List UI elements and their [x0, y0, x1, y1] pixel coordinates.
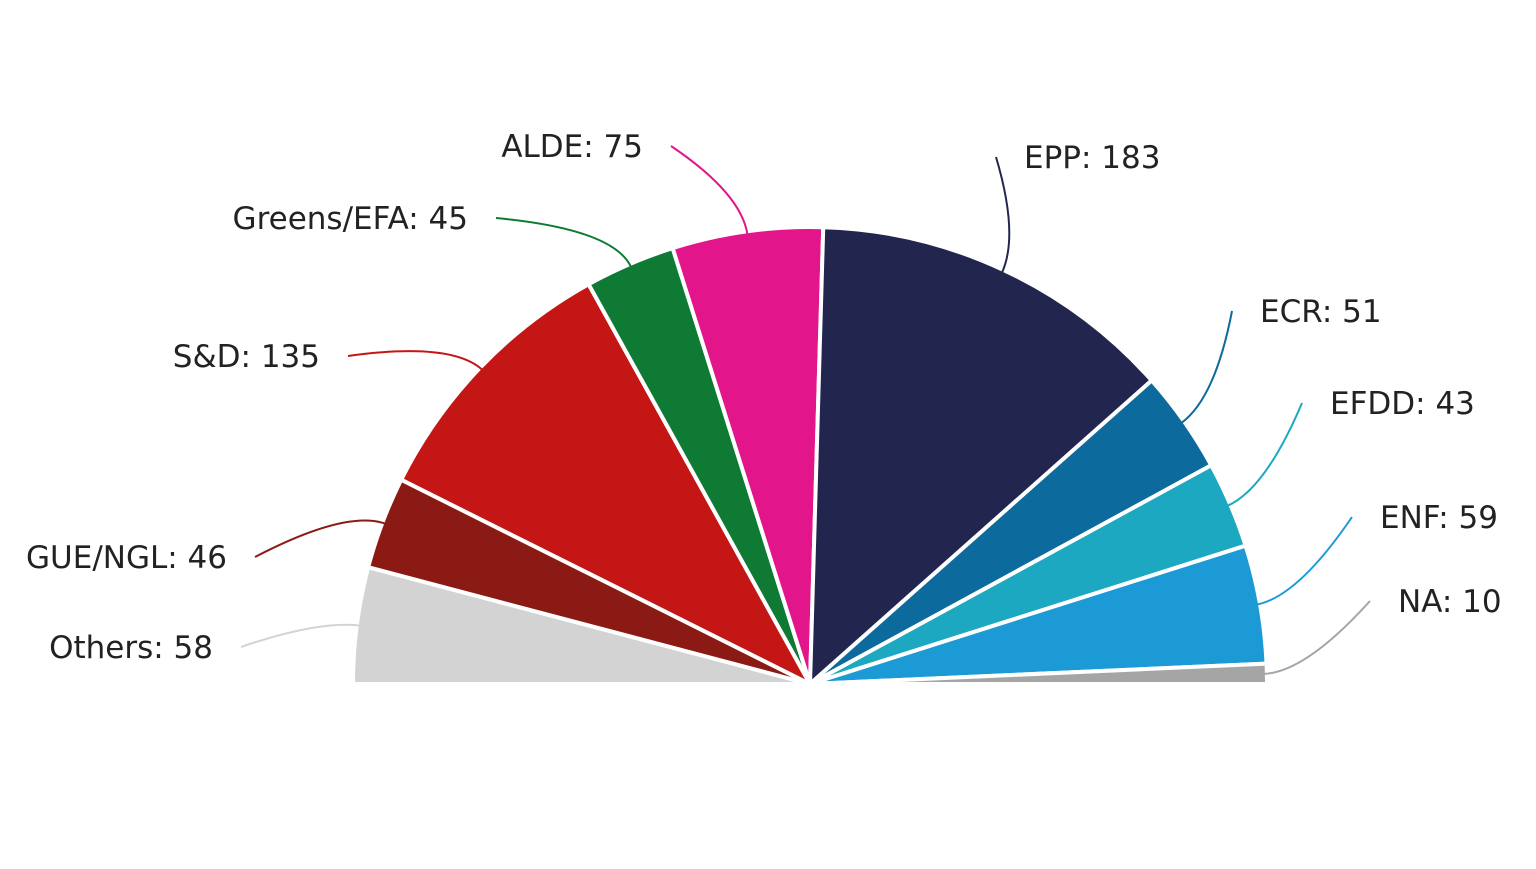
- data-label-efdd: EFDD: 43: [1330, 386, 1475, 422]
- slices-layer: [351, 225, 1270, 686]
- connector-epp: [995, 156, 1011, 274]
- connector-sandd: [347, 350, 484, 372]
- data-label-epp: EPP: 183: [1024, 140, 1160, 176]
- data-label-ecr: ECR: 51: [1260, 294, 1382, 330]
- connector-na: [1262, 600, 1371, 675]
- connector-greens-efa: [495, 217, 633, 269]
- connectors-layer: [240, 145, 1371, 675]
- data-label-others: Others: 58: [49, 630, 213, 666]
- connector-others: [240, 623, 361, 648]
- connector-efdd: [1226, 402, 1303, 508]
- connector-gue-ngl: [254, 519, 387, 558]
- data-label-alde: ALDE: 75: [501, 129, 643, 165]
- data-label-greens-efa: Greens/EFA: 45: [233, 201, 468, 237]
- data-label-enf: ENF: 59: [1380, 500, 1498, 536]
- data-label-gue-ngl: GUE/NGL: 46: [26, 540, 227, 576]
- data-label-na: NA: 10: [1398, 584, 1502, 620]
- labels-layer: Others: 58 GUE/NGL: 46 S&D: 135 Greens/EFA:…: [26, 129, 1502, 666]
- connector-ecr: [1180, 310, 1233, 425]
- connector-alde: [670, 145, 749, 236]
- data-label-sandd: S&D: 135: [173, 339, 320, 375]
- connector-enf: [1255, 516, 1353, 606]
